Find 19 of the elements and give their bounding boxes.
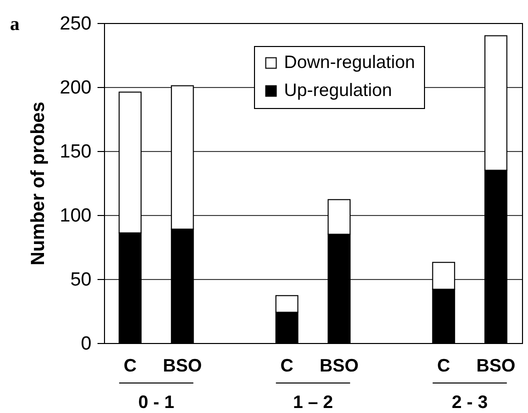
x-tick-label: BSO bbox=[162, 356, 202, 376]
text: 1 – 2 bbox=[292, 392, 334, 412]
y-axis-title: Number of probes bbox=[28, 102, 49, 266]
y-tick-label: 0 bbox=[80, 334, 92, 354]
x-tick-label: C bbox=[437, 356, 450, 376]
legend-label: Up-regulation bbox=[284, 80, 392, 100]
text: 0 - 1 bbox=[138, 392, 174, 412]
x-tick-label: BSO bbox=[476, 356, 516, 376]
text: 2 - 3 bbox=[452, 392, 488, 412]
y-tick-label: 250 bbox=[60, 14, 92, 34]
x-tick-label: C bbox=[280, 356, 294, 376]
y-tick-label: 150 bbox=[60, 142, 92, 162]
y-tick-label: 100 bbox=[60, 206, 92, 226]
text: a bbox=[10, 14, 20, 35]
legend-label: Down-regulation bbox=[284, 52, 416, 72]
y-tick-label: 200 bbox=[60, 78, 92, 98]
x-tick-label: BSO bbox=[320, 356, 359, 376]
y-tick-label: 50 bbox=[70, 270, 92, 290]
x-tick-label: C bbox=[124, 356, 137, 376]
